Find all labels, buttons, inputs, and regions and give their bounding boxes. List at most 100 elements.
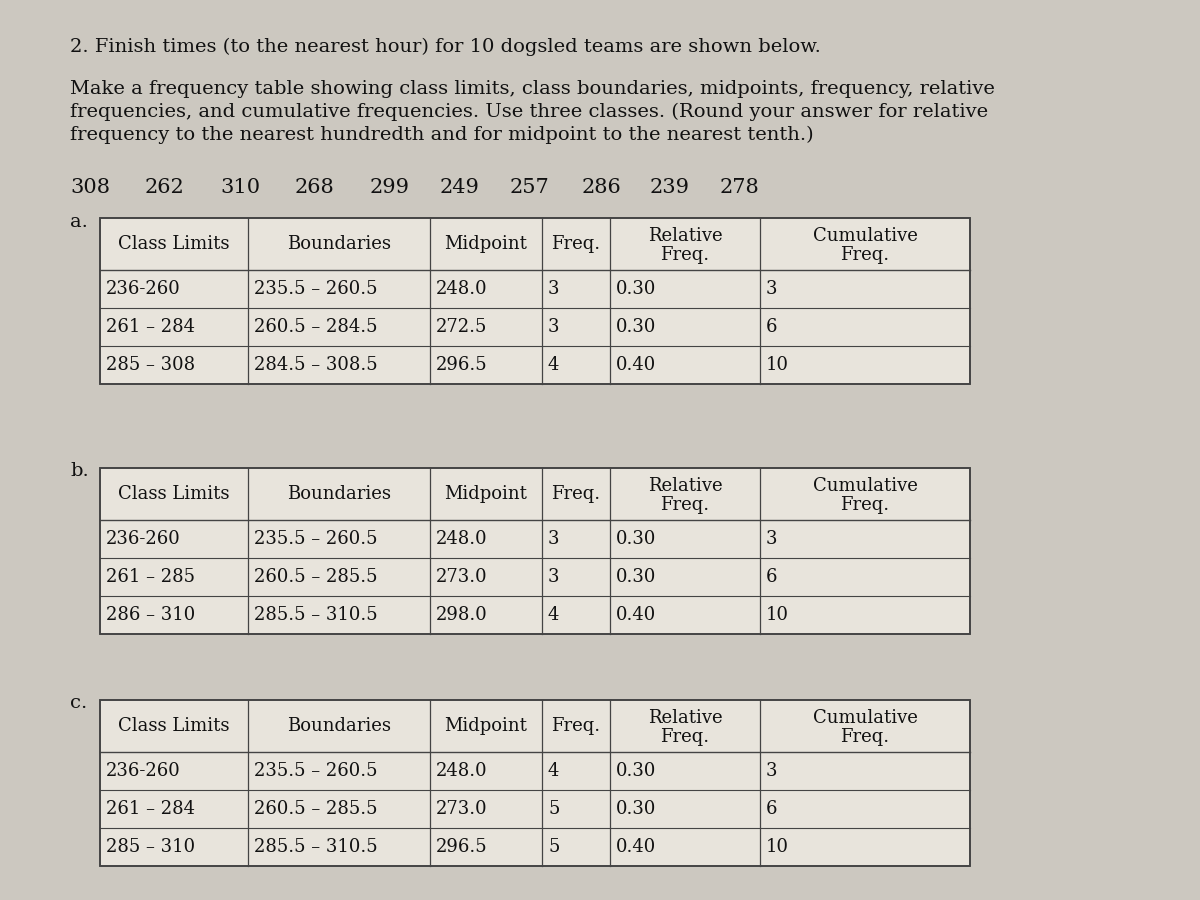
Text: Cumulative: Cumulative [812, 477, 918, 495]
Text: 236-260: 236-260 [106, 762, 181, 780]
Text: 285 – 310: 285 – 310 [106, 838, 196, 856]
Text: 249: 249 [440, 178, 480, 197]
Bar [100, 468, 970, 634]
Text: 10: 10 [766, 606, 790, 624]
Text: Class Limits: Class Limits [119, 235, 229, 253]
Text: 3: 3 [548, 568, 559, 586]
Text: Midpoint: Midpoint [444, 235, 528, 253]
Text: Freq.: Freq. [840, 496, 889, 514]
Text: 3: 3 [766, 762, 778, 780]
Text: 248.0: 248.0 [436, 530, 487, 548]
Text: 10: 10 [766, 838, 790, 856]
Text: 236-260: 236-260 [106, 280, 181, 298]
Text: 285 – 308: 285 – 308 [106, 356, 196, 374]
Text: 285.5 – 310.5: 285.5 – 310.5 [254, 838, 378, 856]
Text: Midpoint: Midpoint [444, 717, 528, 735]
Text: Freq.: Freq. [840, 728, 889, 746]
Text: Freq.: Freq. [660, 496, 709, 514]
Text: 268: 268 [295, 178, 335, 197]
Text: 2. Finish times (to the nearest hour) for 10 dogsled teams are shown below.: 2. Finish times (to the nearest hour) fo… [70, 38, 821, 56]
Text: Class Limits: Class Limits [119, 485, 229, 503]
Text: 273.0: 273.0 [436, 568, 487, 586]
Text: 257: 257 [510, 178, 550, 197]
Text: Cumulative: Cumulative [812, 709, 918, 727]
Text: 310: 310 [220, 178, 260, 197]
Text: 0.30: 0.30 [616, 280, 656, 298]
Text: 0.30: 0.30 [616, 530, 656, 548]
Text: Class Limits: Class Limits [119, 717, 229, 735]
Text: Relative: Relative [648, 709, 722, 727]
Text: 0.40: 0.40 [616, 606, 656, 624]
Text: Boundaries: Boundaries [287, 235, 391, 253]
Text: 286 – 310: 286 – 310 [106, 606, 196, 624]
Text: 296.5: 296.5 [436, 838, 487, 856]
Text: Relative: Relative [648, 477, 722, 495]
Text: 6: 6 [766, 318, 778, 336]
Text: frequencies, and cumulative frequencies. Use three classes. (Round your answer f: frequencies, and cumulative frequencies.… [70, 103, 988, 122]
Text: 5: 5 [548, 838, 559, 856]
Text: 286: 286 [582, 178, 622, 197]
Text: Midpoint: Midpoint [444, 485, 528, 503]
Text: Freq.: Freq. [840, 246, 889, 264]
Text: 248.0: 248.0 [436, 280, 487, 298]
Text: Make a frequency table showing class limits, class boundaries, midpoints, freque: Make a frequency table showing class lim… [70, 80, 995, 98]
Text: 0.40: 0.40 [616, 356, 656, 374]
Text: 261 – 284: 261 – 284 [106, 318, 194, 336]
Text: 261 – 285: 261 – 285 [106, 568, 194, 586]
Text: 5: 5 [548, 800, 559, 818]
Text: 260.5 – 285.5: 260.5 – 285.5 [254, 568, 378, 586]
Text: 272.5: 272.5 [436, 318, 487, 336]
Text: 262: 262 [145, 178, 185, 197]
Text: frequency to the nearest hundredth and for midpoint to the nearest tenth.): frequency to the nearest hundredth and f… [70, 126, 814, 144]
Text: 278: 278 [720, 178, 760, 197]
Text: 296.5: 296.5 [436, 356, 487, 374]
Text: 298.0: 298.0 [436, 606, 487, 624]
Text: a.: a. [70, 213, 88, 231]
Text: 261 – 284: 261 – 284 [106, 800, 194, 818]
Text: 10: 10 [766, 356, 790, 374]
Text: 299: 299 [370, 178, 410, 197]
Text: 260.5 – 285.5: 260.5 – 285.5 [254, 800, 378, 818]
Text: Freq.: Freq. [552, 485, 600, 503]
Text: 6: 6 [766, 568, 778, 586]
Text: 239: 239 [650, 178, 690, 197]
Text: Freq.: Freq. [552, 235, 600, 253]
Text: 4: 4 [548, 762, 559, 780]
Text: 3: 3 [766, 530, 778, 548]
Text: 285.5 – 310.5: 285.5 – 310.5 [254, 606, 378, 624]
Text: Cumulative: Cumulative [812, 227, 918, 245]
Text: 0.30: 0.30 [616, 318, 656, 336]
Text: Relative: Relative [648, 227, 722, 245]
Bar [100, 700, 970, 866]
Text: 6: 6 [766, 800, 778, 818]
Bar [100, 468, 970, 634]
Text: Freq.: Freq. [660, 728, 709, 746]
Text: c.: c. [70, 694, 88, 712]
Text: b.: b. [70, 462, 89, 480]
Text: 248.0: 248.0 [436, 762, 487, 780]
Text: Boundaries: Boundaries [287, 717, 391, 735]
Text: 236-260: 236-260 [106, 530, 181, 548]
Text: 308: 308 [70, 178, 110, 197]
Text: 3: 3 [548, 530, 559, 548]
Bar [100, 218, 970, 384]
Text: Freq.: Freq. [552, 717, 600, 735]
Text: 260.5 – 284.5: 260.5 – 284.5 [254, 318, 378, 336]
Text: 235.5 – 260.5: 235.5 – 260.5 [254, 762, 378, 780]
Text: 284.5 – 308.5: 284.5 – 308.5 [254, 356, 378, 374]
Text: 0.30: 0.30 [616, 762, 656, 780]
Text: 3: 3 [766, 280, 778, 298]
Text: 235.5 – 260.5: 235.5 – 260.5 [254, 530, 378, 548]
Text: 273.0: 273.0 [436, 800, 487, 818]
Text: 0.30: 0.30 [616, 800, 656, 818]
Text: 235.5 – 260.5: 235.5 – 260.5 [254, 280, 378, 298]
Text: Boundaries: Boundaries [287, 485, 391, 503]
Text: 4: 4 [548, 356, 559, 374]
Text: 0.30: 0.30 [616, 568, 656, 586]
Text: 4: 4 [548, 606, 559, 624]
Bar [100, 218, 970, 384]
Text: 3: 3 [548, 318, 559, 336]
Bar [100, 700, 970, 866]
Text: 3: 3 [548, 280, 559, 298]
Text: 0.40: 0.40 [616, 838, 656, 856]
